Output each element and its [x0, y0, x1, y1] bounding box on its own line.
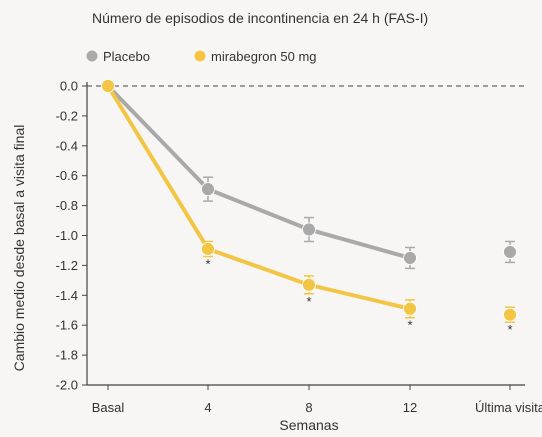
data-point: [302, 277, 316, 292]
legend: Placebo mirabegron 50 mg: [86, 49, 317, 64]
data-point: [503, 245, 517, 259]
legend-label-mirabegron: mirabegron 50 mg: [211, 49, 317, 64]
series-line-1: [106, 84, 412, 311]
significance-marker: *: [407, 318, 412, 333]
x-tick-label: Basal: [92, 400, 125, 415]
significance-marker: *: [306, 294, 311, 309]
y-tick-label: -0.6: [56, 168, 78, 183]
y-tick-label: -2.0: [56, 378, 78, 393]
legend-marker-placebo: [86, 50, 98, 62]
x-tick-label: Última visita: [475, 400, 542, 415]
y-tick-label: -1.2: [56, 258, 78, 273]
x-tick-label: 4: [204, 400, 211, 415]
y-tick-label: -0.4: [56, 138, 78, 153]
x-tick-label: 8: [305, 400, 312, 415]
chart-title: Número de episodios de incontinencia en …: [92, 10, 428, 26]
y-tick-label: -1.8: [56, 348, 78, 363]
y-tick-label: 0.0: [60, 79, 78, 94]
x-tick-label: 12: [403, 400, 417, 415]
series-line-0: [106, 84, 412, 260]
y-tick-label: -0.8: [56, 198, 78, 213]
data-point: [302, 222, 316, 237]
significance-marker: *: [507, 322, 512, 337]
data-point: [101, 79, 115, 93]
y-tick-label: -1.6: [56, 318, 78, 333]
y-tick-label: -1.4: [56, 288, 78, 303]
data-point: [201, 182, 215, 197]
data-point: [403, 301, 417, 316]
y-tick-label: -0.2: [56, 108, 78, 123]
legend-label-placebo: Placebo: [103, 49, 150, 64]
significance-marker: *: [205, 256, 210, 271]
plot-area: 0.0 -0.2 -0.4 -0.6 -0.8 -1.0 -1.2 -1.4 -1.6 -1.8 -…: [56, 79, 542, 416]
y-tick-label: -1.0: [56, 228, 78, 243]
x-axis-label: Semanas: [279, 417, 338, 433]
y-axis-label: Cambio medio desde basal a visita final: [11, 125, 27, 372]
data-point: [201, 242, 215, 256]
legend-marker-mirabegron: [194, 50, 206, 62]
data-point: [403, 251, 417, 265]
data-point: [503, 307, 517, 322]
